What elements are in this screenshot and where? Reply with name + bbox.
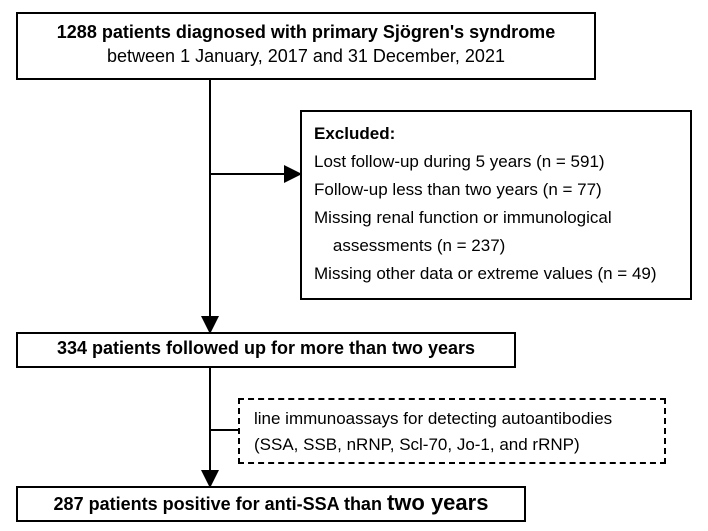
node-start-title: 1288 patients diagnosed with primary Sjö… [26, 20, 586, 44]
node-final: 287 patients positive for anti-SSA than … [16, 486, 526, 522]
node-excluded-line: Follow-up less than two years (n = 77) [314, 176, 678, 204]
node-final-suffix: two years [387, 490, 489, 515]
flowchart-canvas: 1288 patients diagnosed with primary Sjö… [0, 0, 708, 531]
node-excluded: Excluded: Lost follow-up during 5 years … [300, 110, 692, 300]
node-assay: line immunoassays for detecting autoanti… [238, 398, 666, 464]
node-followed-text: 334 patients followed up for more than t… [57, 338, 475, 358]
node-start: 1288 patients diagnosed with primary Sjö… [16, 12, 596, 80]
node-assay-line2: (SSA, SSB, nRNP, Scl-70, Jo-1, and rRNP) [254, 432, 650, 458]
node-excluded-line: Missing other data or extreme values (n … [314, 260, 678, 288]
node-followed: 334 patients followed up for more than t… [16, 332, 516, 368]
node-start-subtitle: between 1 January, 2017 and 31 December,… [26, 44, 586, 68]
node-excluded-line: Missing renal function or immunological [314, 204, 678, 232]
node-assay-line1: line immunoassays for detecting autoanti… [254, 406, 650, 432]
node-excluded-line: assessments (n = 237) [314, 232, 678, 260]
node-final-prefix: 287 patients positive for anti-SSA than [54, 494, 387, 514]
node-excluded-line: Lost follow-up during 5 years (n = 591) [314, 148, 678, 176]
node-excluded-header: Excluded: [314, 120, 678, 148]
